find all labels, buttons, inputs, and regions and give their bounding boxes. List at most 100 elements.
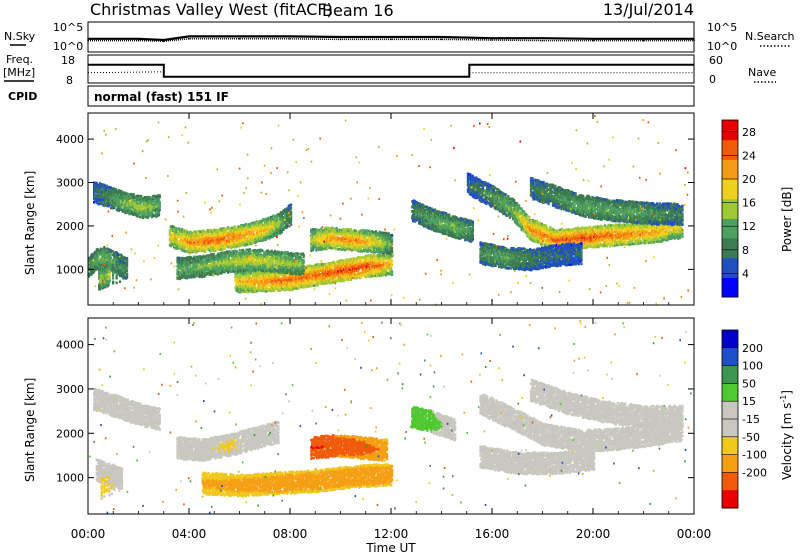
power-cell — [112, 263, 115, 267]
power-cell — [284, 288, 287, 292]
power-cell — [202, 249, 205, 253]
power-cell — [245, 226, 248, 230]
noise-panel-frame — [87, 21, 695, 53]
cpid-panel: CPID normal (fast) 151 IF — [8, 85, 695, 107]
power-cell — [146, 215, 150, 219]
power-cell — [290, 220, 293, 223]
power-cell — [306, 266, 309, 269]
power-cell — [137, 215, 140, 218]
power-cell — [247, 232, 250, 236]
power-cell — [387, 261, 390, 264]
power-cell — [338, 276, 341, 279]
power-cell — [274, 273, 278, 277]
power-cell — [363, 271, 366, 274]
power-cell — [151, 197, 154, 201]
power-cell — [223, 247, 226, 250]
power-cell — [312, 279, 315, 283]
power-cell — [157, 211, 161, 214]
power-cell — [152, 200, 155, 203]
power-cell — [147, 211, 150, 215]
power-cell — [248, 274, 251, 277]
power-cell — [285, 276, 288, 279]
power-cell — [354, 265, 357, 268]
power-cell — [290, 286, 293, 289]
power-cell — [142, 202, 145, 206]
power-cell — [130, 209, 133, 213]
power-cell — [348, 268, 352, 271]
power-cell — [108, 273, 111, 276]
power-cell — [252, 290, 255, 294]
power-cell — [258, 239, 262, 242]
power-cell — [129, 211, 132, 215]
power-cell — [360, 256, 363, 259]
power-cell — [348, 270, 352, 273]
power-cell — [263, 226, 267, 230]
power-cell — [350, 268, 353, 271]
power-cell — [183, 260, 187, 263]
noise-point — [491, 39, 493, 41]
power-cell — [316, 265, 319, 269]
power-cell — [157, 199, 161, 202]
power-cell — [258, 229, 262, 233]
power-cell — [235, 228, 238, 232]
power-cell — [95, 267, 98, 271]
power-cell — [282, 223, 285, 226]
power-cell — [267, 287, 270, 291]
power-cell — [359, 273, 363, 276]
power-cell — [370, 274, 373, 278]
power-cell — [146, 207, 150, 211]
power-cell — [249, 240, 252, 243]
power-cell — [368, 254, 371, 257]
power-cell — [205, 265, 208, 269]
power-cell — [261, 249, 264, 253]
power-cell — [125, 272, 129, 276]
power-cell — [271, 220, 274, 224]
power-cell — [204, 246, 207, 249]
power-cell — [264, 281, 267, 284]
power-cell — [323, 263, 326, 266]
power-cell — [275, 280, 278, 283]
power-cell — [107, 283, 110, 287]
power-cell — [273, 289, 276, 292]
power-cell — [231, 226, 234, 230]
power-cell — [365, 262, 368, 266]
power-cell — [375, 259, 379, 262]
power-cell — [95, 201, 98, 205]
noise-point — [137, 38, 140, 40]
power-cell — [187, 249, 190, 252]
power-cell — [388, 267, 391, 270]
power-cell — [391, 259, 394, 263]
power-cell — [114, 188, 118, 191]
power-cell — [97, 260, 100, 263]
power-cell — [199, 274, 203, 277]
power-cell — [302, 282, 305, 285]
power-cell — [109, 256, 113, 260]
power-cell — [105, 251, 108, 254]
power-cell — [247, 237, 251, 241]
power-cell — [359, 258, 363, 261]
power-cell — [360, 274, 363, 278]
power-cell — [125, 266, 129, 270]
power-cell — [122, 266, 125, 270]
power-cell — [280, 228, 283, 232]
power-cell — [115, 270, 118, 273]
power-cell — [194, 245, 197, 249]
power-cell — [222, 258, 225, 262]
power-cell — [387, 272, 390, 276]
power-cell — [193, 255, 196, 259]
power-cell — [109, 261, 113, 265]
power-cell — [336, 279, 339, 282]
power-cell — [169, 234, 172, 238]
power-cell — [114, 258, 117, 262]
power-cell — [123, 255, 126, 259]
power-cell — [249, 272, 252, 275]
power-cell — [315, 268, 318, 272]
noise-point — [188, 38, 190, 40]
freq-series — [88, 63, 694, 78]
power-cell — [204, 250, 207, 253]
power-cell — [122, 274, 125, 278]
power-cell — [100, 259, 103, 262]
power-cell — [112, 271, 115, 274]
power-cell — [168, 231, 171, 234]
